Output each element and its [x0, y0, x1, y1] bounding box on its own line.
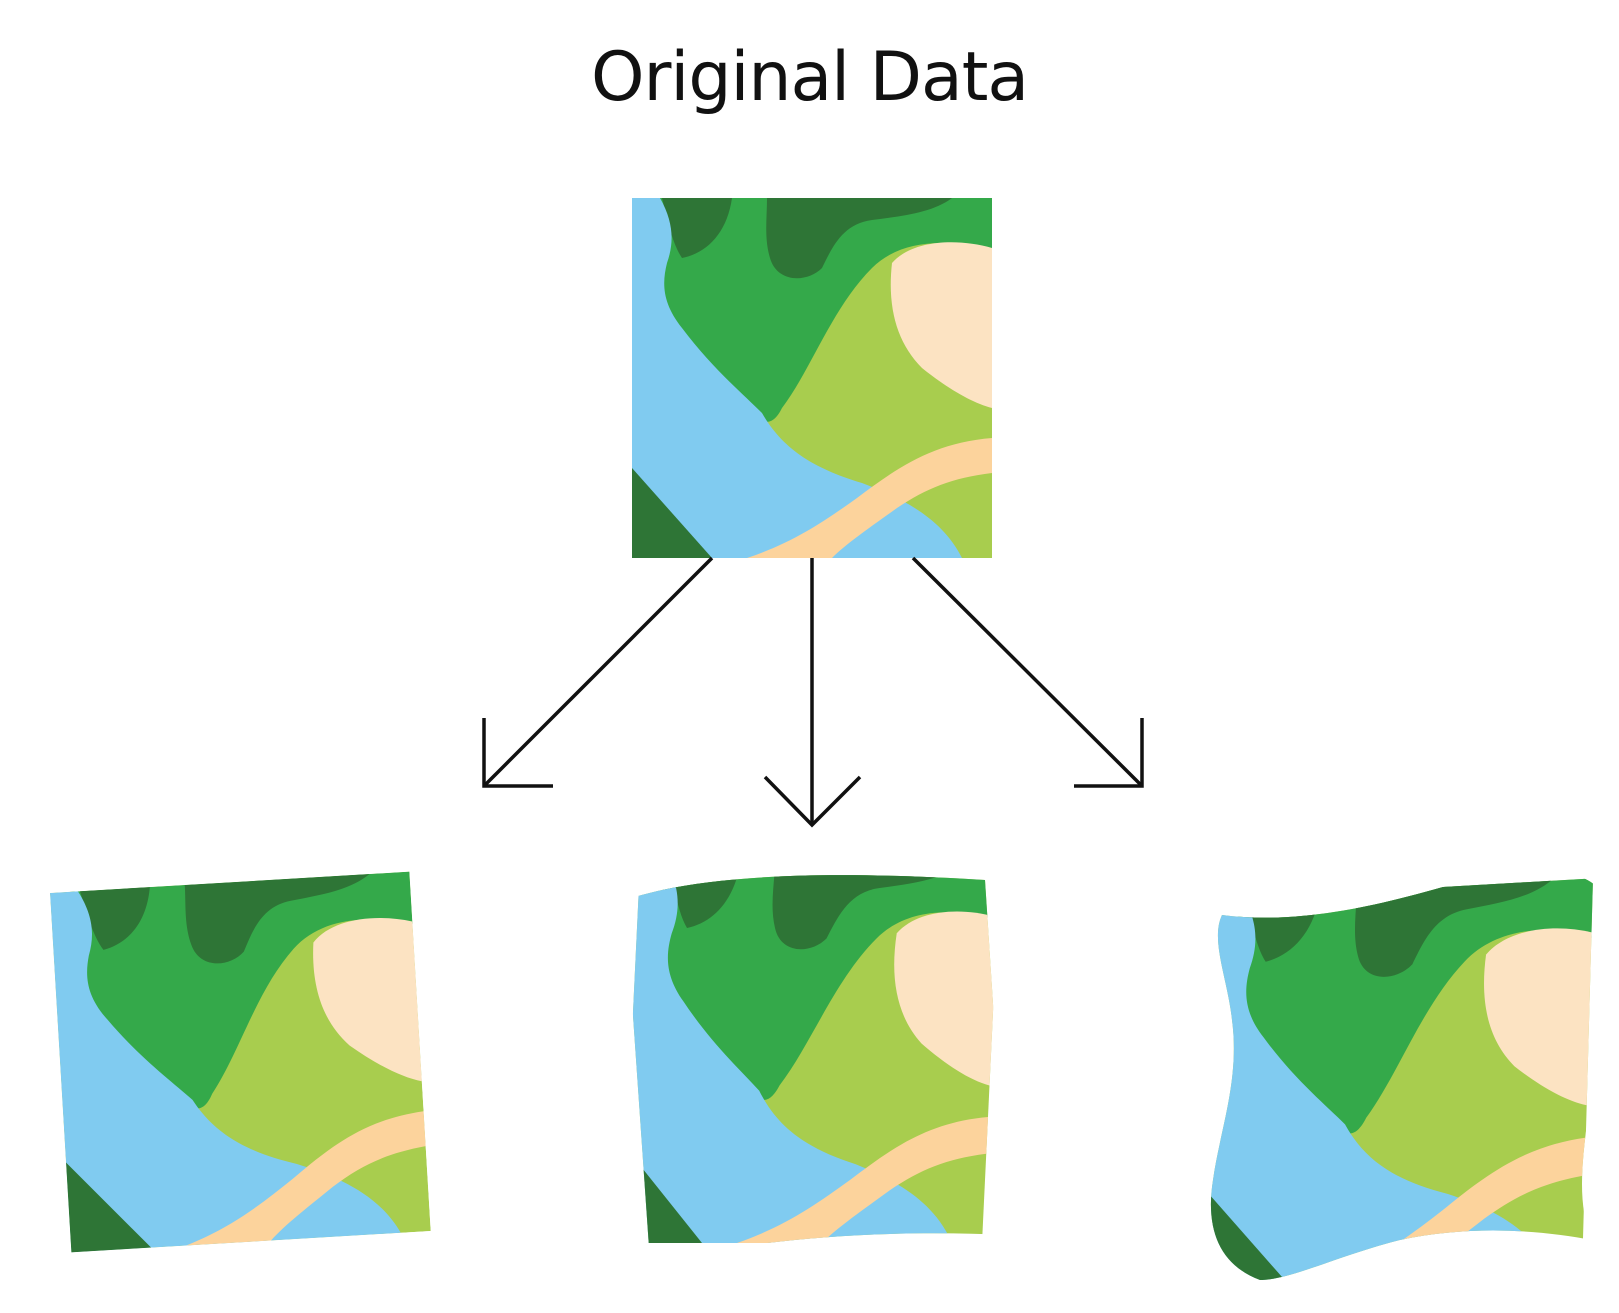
skewed-map-tile [625, 875, 1000, 1243]
diagram-title: Original Data [590, 38, 1029, 117]
warped-map-tile [1210, 878, 1593, 1280]
original-map-tile [632, 198, 992, 558]
arrow-to-skewed [763, 558, 862, 828]
arrow-to-warped [911, 556, 1144, 788]
arrow-to-rotated [482, 556, 714, 788]
rotated-map-tile [50, 871, 431, 1253]
